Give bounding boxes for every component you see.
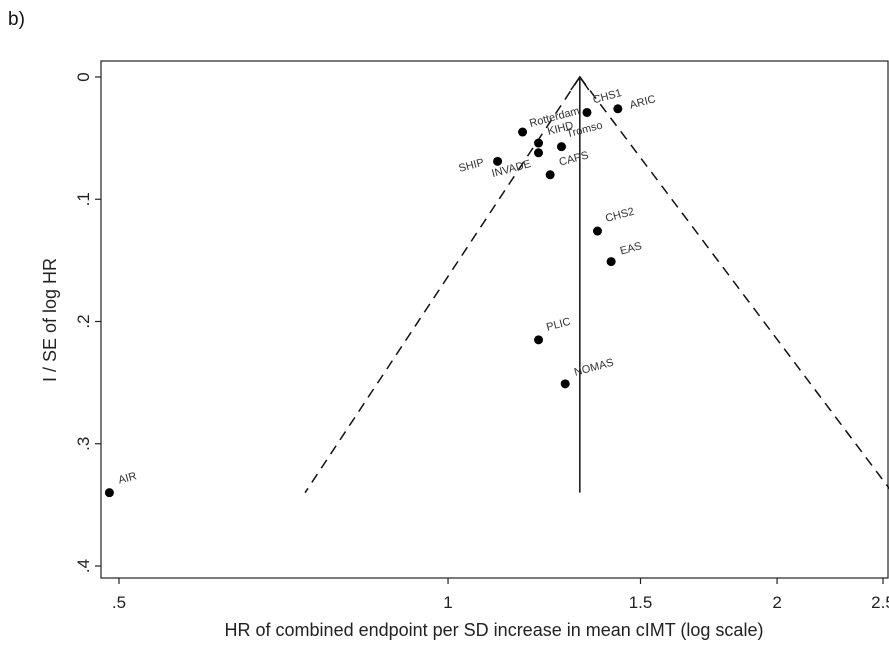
study-label: CAPS xyxy=(558,149,590,168)
study-label: CHS2 xyxy=(604,206,635,225)
x-axis-title: HR of combined endpoint per SD increase … xyxy=(225,620,764,640)
y-tick-label: .4 xyxy=(74,559,93,573)
x-tick-label: 2 xyxy=(772,593,781,612)
study-point xyxy=(560,379,570,389)
study-point xyxy=(534,138,544,148)
x-tick-label: 1 xyxy=(443,593,452,612)
study-label: EAS xyxy=(619,240,643,257)
study-label: PLIC xyxy=(545,316,572,334)
study-point xyxy=(606,257,616,267)
study-point xyxy=(104,488,114,498)
y-axis-title: I / SE of log HR xyxy=(40,258,60,382)
panel-label: b) xyxy=(8,9,25,30)
y-tick-label: .1 xyxy=(74,192,93,206)
study-label: CHS1 xyxy=(592,87,623,106)
study-point xyxy=(518,127,528,137)
study-point xyxy=(613,104,623,114)
x-tick-label: 2.5 xyxy=(871,593,889,612)
study-point xyxy=(582,107,592,117)
study-point xyxy=(534,335,544,345)
funnel-lower-bound xyxy=(304,76,581,494)
x-tick-label: 1.5 xyxy=(629,593,653,612)
plot-frame xyxy=(100,60,889,579)
funnel-upper-bound xyxy=(579,76,889,490)
study-point xyxy=(556,142,566,152)
study-point xyxy=(493,156,503,166)
pooled-estimate-arrowhead xyxy=(570,75,590,91)
study-point xyxy=(592,226,602,236)
study-label: SHIP xyxy=(457,157,485,175)
axes: .5 1 1.5 2 2.5 0 .1 .2 .3 .4 xyxy=(74,72,889,612)
study-point xyxy=(534,148,544,158)
y-tick-label: 0 xyxy=(74,72,93,81)
study-label: AIR xyxy=(117,470,138,486)
x-tick-label: .5 xyxy=(112,593,126,612)
study-point xyxy=(545,170,555,180)
y-tick-label: .3 xyxy=(74,437,93,451)
study-label: ARIC xyxy=(628,93,657,111)
funnel-lines xyxy=(304,75,889,494)
y-tick-label: .2 xyxy=(74,314,93,328)
